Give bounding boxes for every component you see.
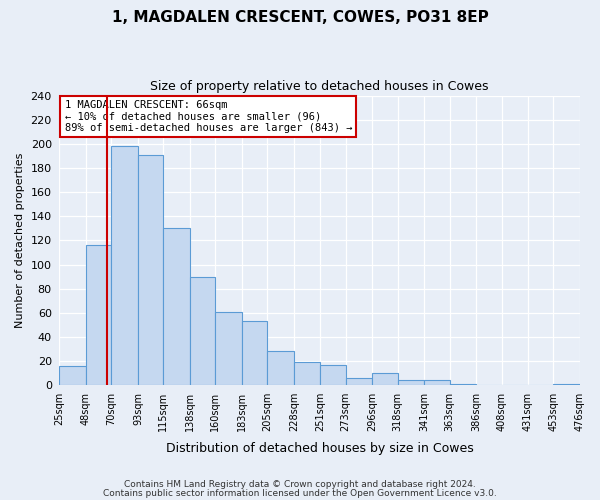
Bar [138, 154, 163, 386]
Title: Size of property relative to detached houses in Cowes: Size of property relative to detached ho… [151, 80, 489, 93]
Bar [449, 384, 476, 386]
Bar [346, 378, 372, 386]
Bar [190, 276, 215, 386]
Bar [320, 364, 346, 386]
Bar [59, 366, 86, 386]
Bar [215, 312, 242, 386]
Text: Contains public sector information licensed under the Open Government Licence v3: Contains public sector information licen… [103, 490, 497, 498]
Bar [242, 322, 267, 386]
Bar [294, 362, 320, 386]
Bar [112, 146, 138, 386]
Bar [372, 373, 398, 386]
Y-axis label: Number of detached properties: Number of detached properties [15, 152, 25, 328]
Text: Contains HM Land Registry data © Crown copyright and database right 2024.: Contains HM Land Registry data © Crown c… [124, 480, 476, 489]
Bar [424, 380, 449, 386]
Text: 1 MAGDALEN CRESCENT: 66sqm
← 10% of detached houses are smaller (96)
89% of semi: 1 MAGDALEN CRESCENT: 66sqm ← 10% of deta… [65, 100, 352, 133]
Bar [163, 228, 190, 386]
Bar [86, 245, 112, 386]
Bar [553, 384, 580, 386]
Text: 1, MAGDALEN CRESCENT, COWES, PO31 8EP: 1, MAGDALEN CRESCENT, COWES, PO31 8EP [112, 10, 488, 25]
X-axis label: Distribution of detached houses by size in Cowes: Distribution of detached houses by size … [166, 442, 473, 455]
Bar [398, 380, 424, 386]
Bar [267, 352, 294, 386]
